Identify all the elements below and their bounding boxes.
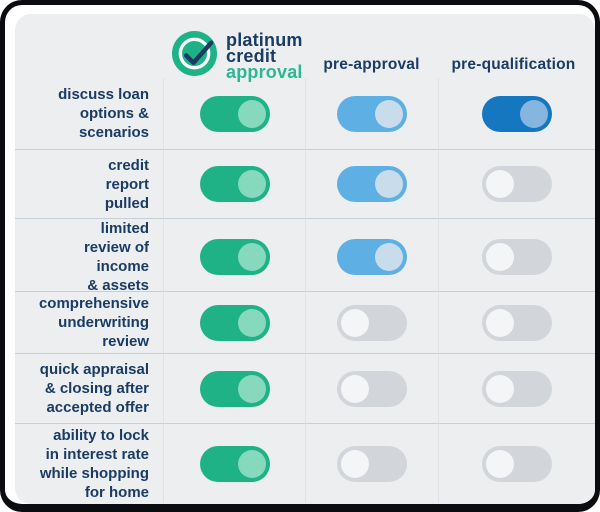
toggle-pre-approval[interactable]	[337, 95, 407, 132]
toggle-pre-qualification[interactable]	[482, 304, 552, 341]
table-row: quick appraisal & closing after accepted…	[15, 353, 595, 423]
toggle-pre-approval[interactable]	[337, 445, 407, 482]
cell-pre-qualification	[438, 291, 595, 353]
toggle-knob	[237, 374, 266, 403]
row-label: ability to lock in interest rate while s…	[15, 423, 163, 503]
toggle-pre-qualification[interactable]	[482, 445, 552, 482]
toggle-knob	[486, 243, 514, 271]
toggle-pre-qualification[interactable]	[482, 95, 552, 132]
row-label: quick appraisal & closing after accepted…	[15, 353, 163, 423]
cell-pre-qualification	[438, 149, 595, 218]
cell-pre-qualification	[438, 78, 595, 149]
row-label: limited review of income & assets	[15, 218, 163, 295]
row-label: comprehensive underwriting review	[15, 291, 163, 353]
table-rows: discuss loan options & scenarios credit …	[15, 78, 595, 503]
brand-line-approval: approval	[226, 62, 303, 82]
cell-pre-approval	[305, 149, 438, 218]
cell-pre-approval	[305, 423, 438, 503]
comparison-card: platinum credit approval pre-approval pr…	[15, 14, 595, 504]
row-label: discuss loan options & scenarios	[58, 86, 149, 141]
toggle-knob	[341, 308, 369, 337]
toggle-knob	[237, 243, 266, 271]
table-row: ability to lock in interest rate while s…	[15, 423, 595, 503]
toggle-knob	[341, 374, 369, 403]
toggle-knob	[237, 170, 266, 198]
toggle-knob	[520, 99, 548, 128]
toggle-platinum[interactable]	[199, 370, 270, 407]
toggle-knob	[375, 99, 403, 128]
brand-name: platinum credit approval	[226, 30, 303, 82]
table-row: credit report pulled	[15, 149, 595, 218]
cell-pre-approval	[305, 78, 438, 149]
cell-platinum	[163, 78, 305, 149]
cell-pre-qualification	[438, 423, 595, 503]
cell-pre-approval	[305, 353, 438, 423]
column-header-pre-approval: pre-approval	[323, 56, 420, 73]
cell-platinum	[163, 423, 305, 503]
table-header: platinum credit approval pre-approval pr…	[15, 14, 595, 82]
toggle-knob	[237, 308, 266, 337]
check-circle-icon	[171, 30, 218, 77]
cell-platinum	[163, 353, 305, 423]
column-header-pre-qualification: pre-qualification	[451, 56, 576, 73]
toggle-platinum[interactable]	[199, 304, 270, 341]
table-row: limited review of income & assets	[15, 218, 595, 295]
toggle-pre-approval[interactable]	[337, 239, 407, 275]
toggle-pre-approval[interactable]	[337, 166, 407, 202]
toggle-pre-qualification[interactable]	[482, 166, 552, 202]
toggle-knob	[486, 449, 514, 478]
toggle-pre-approval[interactable]	[337, 304, 407, 341]
toggle-pre-qualification[interactable]	[482, 239, 552, 275]
toggle-platinum[interactable]	[199, 239, 270, 275]
brand-logo: platinum credit approval	[171, 30, 303, 82]
toggle-platinum[interactable]	[199, 95, 270, 132]
table-row: discuss loan options & scenarios	[15, 78, 595, 149]
cell-platinum	[163, 149, 305, 218]
toggle-knob	[237, 449, 266, 478]
cell-pre-approval	[305, 218, 438, 295]
toggle-platinum[interactable]	[199, 445, 270, 482]
toggle-knob	[486, 308, 514, 337]
cell-platinum	[163, 218, 305, 295]
toggle-knob	[486, 374, 514, 403]
cell-platinum	[163, 291, 305, 353]
cell-pre-qualification	[438, 218, 595, 295]
table-row: comprehensive underwriting review	[15, 291, 595, 353]
toggle-knob	[375, 243, 403, 271]
toggle-knob	[486, 170, 514, 198]
cell-pre-qualification	[438, 353, 595, 423]
row-label: credit report pulled	[15, 149, 163, 218]
toggle-platinum[interactable]	[199, 166, 270, 202]
toggle-knob	[341, 449, 369, 478]
brand-line-credit: credit	[226, 46, 277, 66]
cell-pre-approval	[305, 291, 438, 353]
toggle-pre-approval[interactable]	[337, 370, 407, 407]
toggle-pre-qualification[interactable]	[482, 370, 552, 407]
toggle-knob	[237, 99, 266, 128]
brand-line-platinum: platinum	[226, 30, 303, 50]
toggle-knob	[375, 170, 403, 198]
